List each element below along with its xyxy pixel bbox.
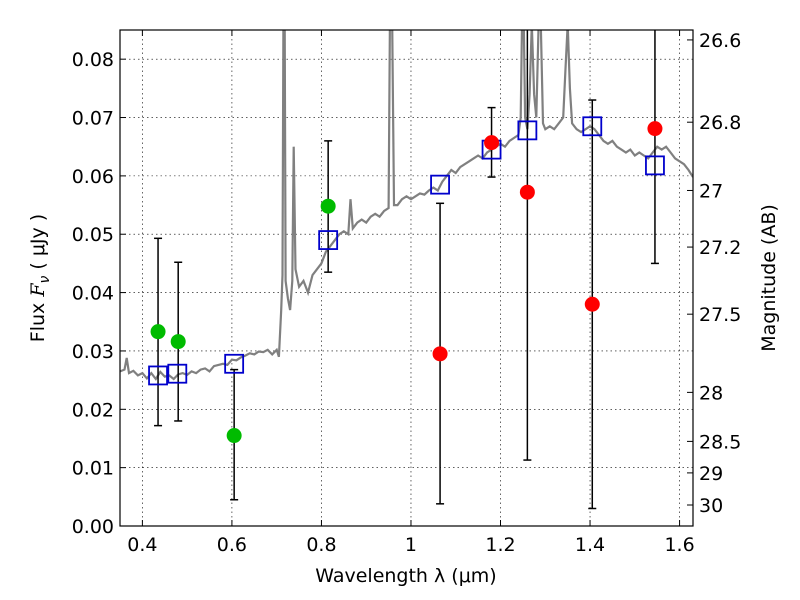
y-tick-label: 0.03 [72,341,114,363]
tick-layer: 0.4 0.6 0.8 1 1.2 1.4 1.6 0.00 0.01 0.02 0.03 0.04 0… [72,30,742,556]
y-axis-label-symbol: F [27,283,49,298]
y-tick-label: 0.06 [72,166,114,188]
detection-point [170,334,186,350]
non-detection-point [519,184,535,200]
right-tick-label: 26.6 [699,30,741,52]
y-axis-label-subscript: ν [37,275,53,283]
grid-layer [120,30,693,527]
right-tick-label: 28.5 [699,431,741,453]
y-tick-label: 0.02 [72,399,114,421]
right-tick-label: 27 [699,180,723,202]
x-tick-label: 1 [405,534,417,556]
detection-point [150,324,166,340]
non-detection-point [484,135,500,151]
right-axis-label: Magnitude (AB) [758,204,780,352]
right-tick-label: 28 [699,382,723,404]
model-flux-square [582,116,603,137]
detection-point [320,198,336,214]
x-tick-label: 1.4 [575,534,605,556]
x-axis-label: Wavelength λ (μm) [315,565,496,587]
plot-layer [120,30,693,510]
model-flux-square [148,365,168,386]
x-tick-label: 1.6 [664,534,694,556]
right-tick-label: 27.5 [699,304,741,326]
y-axis-label: Flux Fν ( μJy ) [27,214,53,342]
model-flux-square [318,230,339,250]
x-tick-label: 0.8 [306,534,336,556]
model-flux-square [517,120,538,141]
y-tick-label: 0.05 [72,224,114,246]
x-tick-label: 1.2 [485,534,515,556]
model-flux-square [167,363,188,384]
y-axis-label-prefix: Flux [27,297,49,343]
detection-point [226,428,242,444]
model-flux-square [224,353,245,374]
sed-spectrum-line [120,30,693,381]
right-tick-label: 30 [699,495,723,517]
y-axis-label-unit: ( μJy ) [27,214,49,276]
x-tick-label: 0.6 [217,534,247,556]
plot-frame [119,29,694,527]
non-detection-point [647,121,663,137]
right-tick-label: 26.8 [699,112,741,134]
right-tick-label: 27.2 [699,237,741,259]
model-flux-square [430,174,450,195]
y-tick-label: 0.04 [72,283,114,305]
y-tick-label: 0.07 [72,108,114,130]
non-detection-point [432,346,448,362]
y-tick-label: 0.00 [72,516,114,538]
right-tick-label: 29 [699,463,723,485]
model-flux-square [645,155,665,176]
non-detection-point [584,296,600,312]
y-tick-label: 0.08 [72,49,114,71]
x-tick-label: 0.4 [127,534,157,556]
y-tick-label: 0.01 [72,458,114,480]
